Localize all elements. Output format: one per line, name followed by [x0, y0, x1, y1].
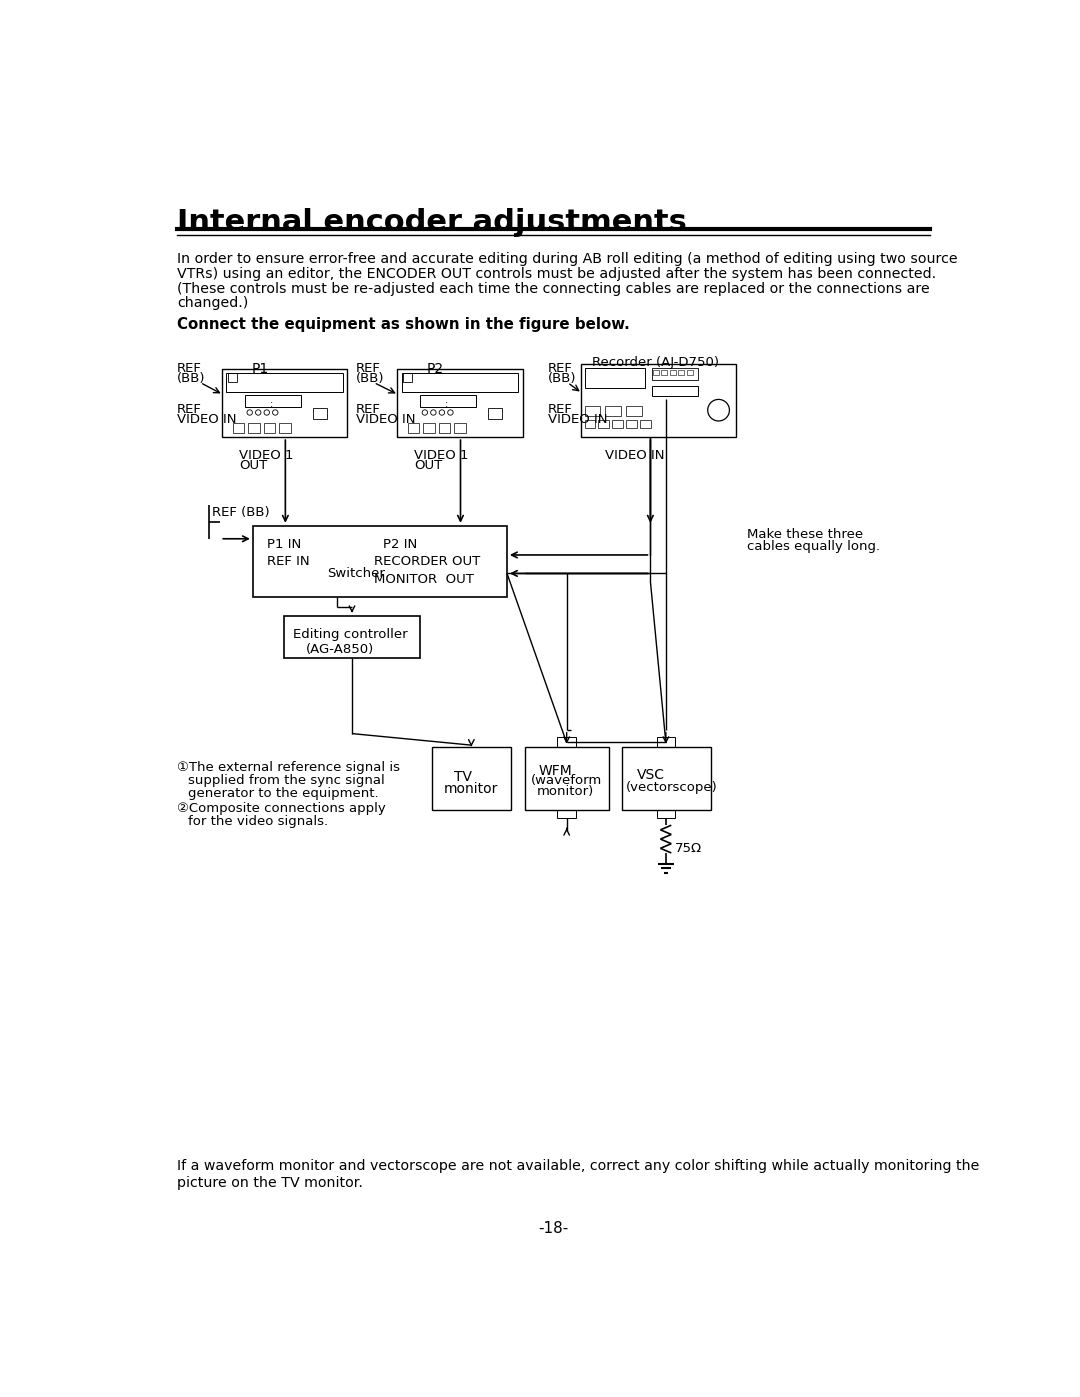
Text: Internal encoder adjustments: Internal encoder adjustments: [177, 208, 687, 236]
Text: :: :: [445, 398, 448, 409]
Bar: [598, 420, 609, 427]
Bar: [652, 386, 699, 397]
Text: 75Ω: 75Ω: [675, 842, 702, 855]
Text: REF: REF: [177, 362, 202, 374]
Text: VIDEO IN: VIDEO IN: [548, 412, 608, 426]
Text: REF (BB): REF (BB): [213, 507, 270, 520]
Bar: [313, 408, 327, 419]
Text: VIDEO IN: VIDEO IN: [606, 448, 665, 461]
Bar: [584, 367, 645, 388]
Bar: [245, 395, 301, 407]
Text: Connect the equipment as shown in the figure below.: Connect the equipment as shown in the fi…: [177, 317, 630, 332]
Text: P1: P1: [252, 362, 269, 376]
Bar: [432, 746, 511, 810]
Bar: [408, 423, 419, 433]
Bar: [626, 407, 642, 415]
Text: P1 IN: P1 IN: [267, 538, 301, 550]
Text: Recorder (AJ-D750): Recorder (AJ-D750): [592, 356, 719, 369]
Bar: [284, 616, 420, 658]
Bar: [584, 420, 595, 427]
Text: monitor): monitor): [537, 785, 594, 798]
Text: TV: TV: [454, 770, 472, 784]
Bar: [652, 370, 659, 374]
Bar: [402, 373, 517, 391]
Bar: [661, 370, 667, 374]
Bar: [232, 423, 244, 433]
Text: MONITOR  OUT: MONITOR OUT: [374, 573, 473, 587]
Text: (AG-A850): (AG-A850): [306, 643, 374, 655]
Text: monitor: monitor: [444, 782, 498, 796]
Text: VTRs) using an editor, the ENCODER OUT controls must be adjusted after the syste: VTRs) using an editor, the ENCODER OUT c…: [177, 267, 936, 281]
Bar: [227, 373, 342, 391]
Bar: [606, 407, 621, 415]
Bar: [488, 408, 502, 419]
Bar: [397, 369, 523, 437]
Text: (BB): (BB): [177, 372, 205, 384]
Text: REF: REF: [177, 404, 202, 416]
Text: Editing controller: Editing controller: [293, 629, 408, 641]
Bar: [264, 423, 275, 433]
Text: P2: P2: [427, 362, 444, 376]
Bar: [420, 395, 476, 407]
Text: VIDEO 1: VIDEO 1: [239, 448, 294, 461]
Bar: [678, 370, 685, 374]
Bar: [584, 407, 600, 415]
Text: OUT: OUT: [239, 458, 267, 472]
Bar: [687, 370, 693, 374]
Text: -18-: -18-: [538, 1221, 569, 1236]
Text: P2 IN: P2 IN: [383, 538, 417, 550]
Text: VIDEO 1: VIDEO 1: [414, 448, 469, 461]
Text: VSC: VSC: [637, 768, 665, 782]
Bar: [640, 420, 651, 427]
Text: for the video signals.: for the video signals.: [188, 816, 328, 828]
Bar: [622, 746, 711, 810]
Text: REF: REF: [356, 404, 381, 416]
Bar: [455, 423, 465, 433]
Bar: [228, 373, 238, 383]
Bar: [438, 423, 450, 433]
Text: cables equally long.: cables equally long.: [747, 541, 880, 553]
Text: (These controls must be re-adjusted each time the connecting cables are replaced: (These controls must be re-adjusted each…: [177, 282, 930, 296]
Text: In order to ensure error-free and accurate editing during AB roll editing (a met: In order to ensure error-free and accura…: [177, 253, 958, 267]
Bar: [657, 810, 675, 817]
Text: changed.): changed.): [177, 296, 248, 310]
Text: (BB): (BB): [356, 372, 384, 384]
Text: (vectorscope): (vectorscope): [626, 781, 718, 793]
Text: WFM: WFM: [539, 764, 572, 778]
Text: Switcher: Switcher: [327, 567, 386, 580]
Bar: [279, 423, 291, 433]
Bar: [557, 810, 576, 817]
Bar: [221, 369, 348, 437]
Bar: [557, 738, 576, 746]
Text: REF: REF: [548, 404, 573, 416]
Text: Make these three: Make these three: [747, 528, 863, 541]
Text: VIDEO IN: VIDEO IN: [356, 412, 416, 426]
Text: :: :: [270, 398, 273, 409]
Bar: [423, 423, 435, 433]
Text: If a waveform monitor and vectorscope are not available, correct any color shift: If a waveform monitor and vectorscope ar…: [177, 1160, 980, 1173]
Bar: [612, 420, 623, 427]
Text: REF: REF: [356, 362, 381, 374]
Text: picture on the TV monitor.: picture on the TV monitor.: [177, 1175, 363, 1190]
Bar: [670, 370, 676, 374]
Text: (BB): (BB): [548, 372, 577, 384]
Text: REF IN: REF IN: [267, 555, 309, 569]
Text: ①The external reference signal is: ①The external reference signal is: [177, 760, 400, 774]
Text: supplied from the sync signal: supplied from the sync signal: [188, 774, 384, 787]
Text: OUT: OUT: [414, 458, 442, 472]
Bar: [581, 365, 735, 437]
Bar: [253, 525, 507, 597]
Bar: [652, 367, 699, 380]
Text: ②Composite connections apply: ②Composite connections apply: [177, 802, 386, 814]
Bar: [657, 738, 675, 746]
Text: generator to the equipment.: generator to the equipment.: [188, 787, 378, 799]
Text: RECORDER OUT: RECORDER OUT: [374, 555, 480, 569]
Text: VIDEO IN: VIDEO IN: [177, 412, 237, 426]
Bar: [525, 746, 608, 810]
Text: REF: REF: [548, 362, 573, 374]
Bar: [626, 420, 637, 427]
Text: (waveform: (waveform: [531, 774, 603, 788]
Bar: [248, 423, 260, 433]
Bar: [403, 373, 413, 383]
